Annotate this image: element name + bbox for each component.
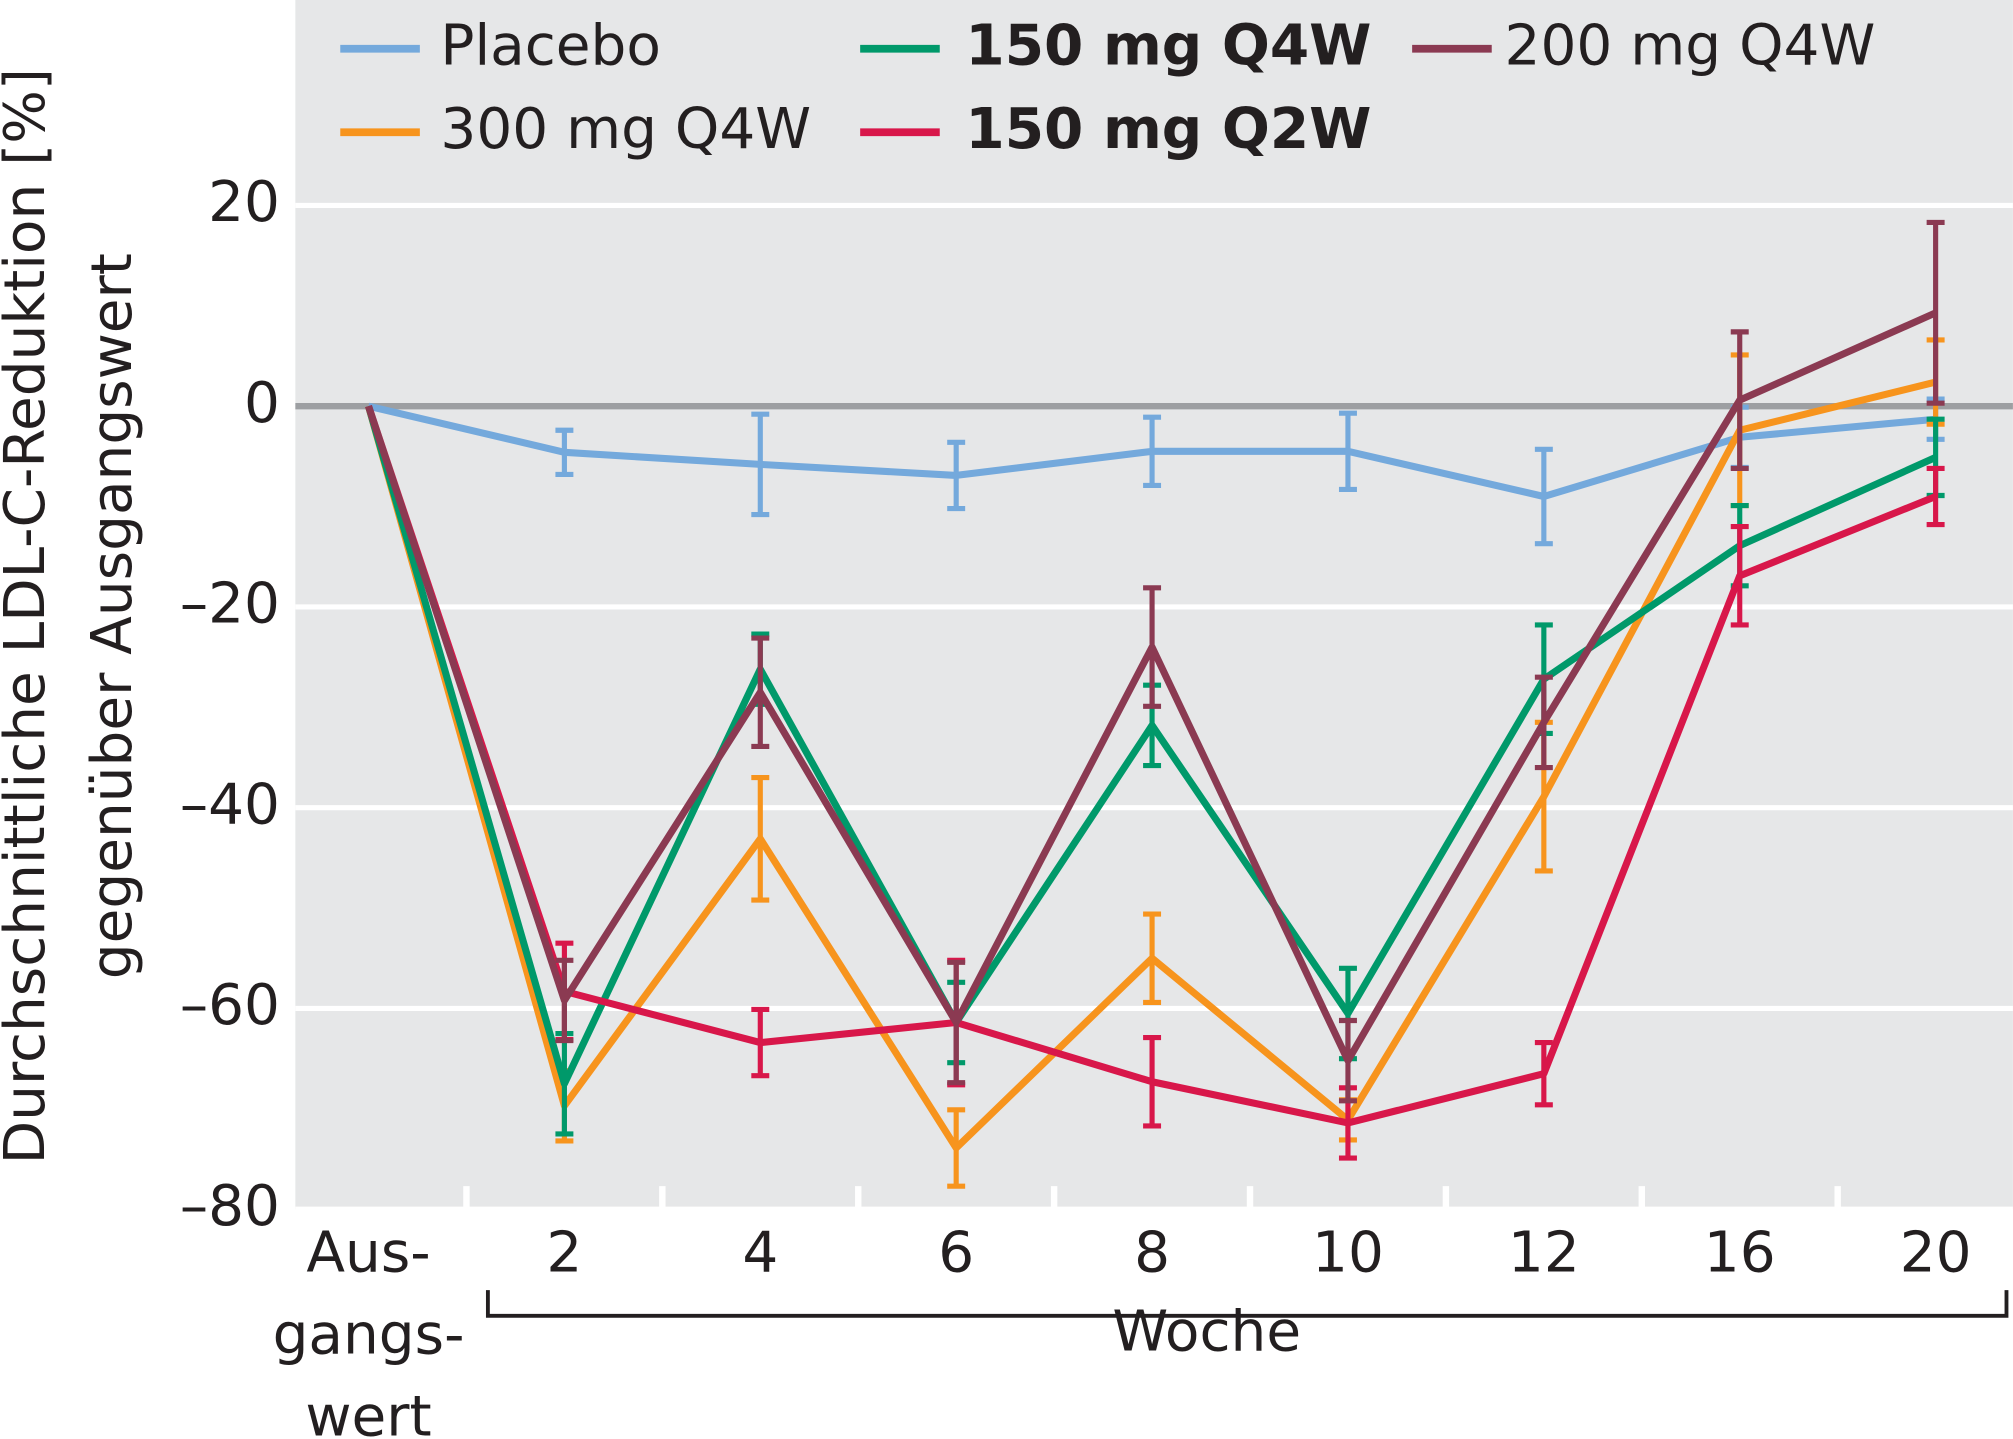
series-line (365, 378, 1937, 1152)
series-line (365, 405, 1937, 1127)
y-tick-label: –40 (180, 772, 280, 837)
x-tick-label: 20 (1900, 1220, 1972, 1285)
x-tick-label: 8 (1134, 1220, 1170, 1285)
y-axis-title: Durchschnittliche LDL-C-Reduktion [%] ge… (0, 68, 145, 1164)
week-bracket (485, 1290, 2009, 1318)
y-tick-label: –60 (180, 973, 280, 1038)
legend-label: 150 mg Q4W (965, 13, 1371, 78)
series-line (365, 405, 1938, 1088)
x-tick-label: Aus-gangs-wert (273, 1220, 465, 1439)
series (365, 219, 1945, 1104)
y-tick-label: –80 (180, 1174, 280, 1239)
series-line (367, 402, 1936, 501)
x-tick-label: 2 (546, 1220, 582, 1285)
legend-label: Placebo (440, 13, 661, 78)
x-tick-label: 6 (938, 1220, 974, 1285)
x-tick-label: 12 (1508, 1220, 1580, 1285)
x-tick-label: 10 (1312, 1220, 1384, 1285)
series-line (365, 309, 1938, 1065)
y-axis-title-line: Durchschnittliche LDL-C-Reduktion [%] (0, 68, 58, 1164)
y-axis-title-line: gegenüber Ausgangswert (80, 253, 145, 979)
y-tick-label: 0 (244, 371, 280, 436)
series (367, 396, 1945, 547)
y-tick-label: –20 (180, 572, 280, 637)
x-tick-label: 16 (1704, 1220, 1776, 1285)
y-tick-label: 20 (208, 170, 280, 235)
legend-label: 200 mg Q4W (1505, 13, 1876, 78)
x-axis-title: Woche (1112, 1300, 1301, 1365)
legend-label: 150 mg Q2W (965, 97, 1371, 162)
legend-label: 300 mg Q4W (440, 97, 811, 162)
x-tick-label: 4 (742, 1220, 778, 1285)
